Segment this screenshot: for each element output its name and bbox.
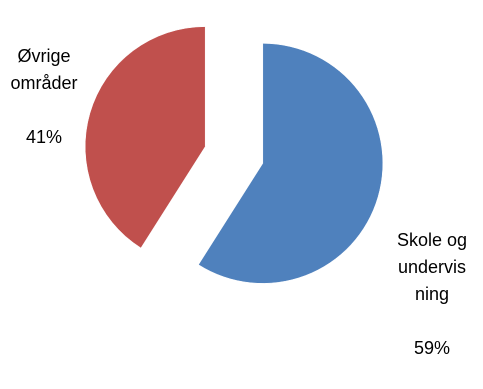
pie-slice-ovrige-omrader	[84, 26, 206, 249]
slice-label-ovrige-omrader: Øvrige områder 41%	[0, 16, 88, 178]
slice-category-label: Øvrige områder	[10, 46, 78, 93]
slice-label-skole-og-undervisning: Skole og undervis ning 59%	[382, 200, 482, 389]
pie-slice-skole-og-undervisning	[198, 43, 384, 284]
slice-value-label: 59%	[413, 338, 451, 358]
slice-value-label: 41%	[25, 127, 63, 147]
pie-chart-svg	[84, 26, 384, 284]
pie-chart: Øvrige områder 41% Skole og undervis nin…	[0, 16, 467, 358]
slice-category-label: Skole og undervis ning	[396, 230, 468, 304]
